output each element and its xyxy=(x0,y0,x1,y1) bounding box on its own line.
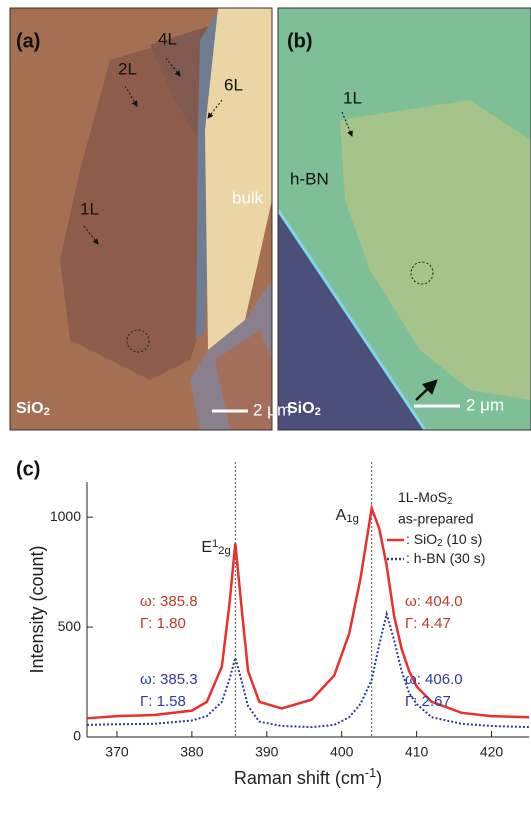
scale-bar-label: 2 μm xyxy=(253,400,291,419)
x-tick-label: 410 xyxy=(405,744,429,760)
fit-label: ω: 385.3 xyxy=(140,671,198,688)
fit-label: ω: 385.8 xyxy=(140,593,198,610)
panel-label: (a) xyxy=(16,30,40,52)
legend-label: : h-BN (30 s) xyxy=(406,550,485,566)
layer-label: 1L xyxy=(343,88,362,107)
substrate-label: SiO2 xyxy=(16,400,50,418)
text-part: 2 xyxy=(315,406,321,418)
x-tick-label: 400 xyxy=(330,744,354,760)
text-part: SiO xyxy=(287,400,315,417)
layer-label: 4L xyxy=(158,29,177,48)
fit-label: Γ: 1.58 xyxy=(140,693,186,710)
x-tick-label: 390 xyxy=(255,744,279,760)
legend-title: 1L-MoS2 xyxy=(398,489,452,507)
series-line xyxy=(86,503,530,720)
micrograph-b xyxy=(278,8,531,430)
text-part: 1g xyxy=(346,513,358,525)
text-part: Raman shift (cm xyxy=(234,768,365,788)
panel-label: (c) xyxy=(16,458,40,480)
layer-label: 6L xyxy=(224,75,243,94)
text-part: 2g xyxy=(218,545,230,557)
text-part: 1 xyxy=(212,538,218,550)
x-axis-label: Raman shift (cm-1) xyxy=(234,766,382,788)
text-part: 2 xyxy=(44,406,50,418)
y-tick-label: 1000 xyxy=(50,508,81,524)
panel-label: (b) xyxy=(287,30,313,52)
y-tick-label: 0 xyxy=(73,728,81,744)
text-part: E xyxy=(201,539,212,556)
layer-label: 1L xyxy=(80,199,99,218)
text-part: A xyxy=(336,507,347,524)
layer-label: 2L xyxy=(118,59,137,78)
peak-label: A1g xyxy=(336,507,359,525)
text-part: ) xyxy=(376,768,382,788)
substrate-label: SiO2 xyxy=(287,400,321,418)
fit-label: Γ: 2.67 xyxy=(405,693,451,710)
x-tick-label: 370 xyxy=(105,744,129,760)
layer-label: h-BN xyxy=(290,169,329,188)
text-part: (10 s) xyxy=(443,531,483,547)
peak-label: E12g xyxy=(201,538,230,558)
y-axis-label: Intensity (count) xyxy=(27,545,47,673)
fit-label: Γ: 1.80 xyxy=(140,615,186,632)
legend-label: : SiO2 (10 s) xyxy=(406,531,482,549)
micrograph-a xyxy=(10,8,272,430)
text-part: 2 xyxy=(437,538,442,549)
fit-label: ω: 406.0 xyxy=(405,671,463,688)
text-part: 1L-MoS xyxy=(398,489,447,505)
layer-label: bulk xyxy=(232,188,264,207)
legend-subtitle: as-prepared xyxy=(398,511,474,527)
text-part: : SiO xyxy=(406,531,437,547)
fit-label: Γ: 4.47 xyxy=(405,615,451,632)
text-part: -1 xyxy=(365,766,376,780)
fit-label: ω: 404.0 xyxy=(405,593,463,610)
text-part: SiO xyxy=(16,400,44,417)
text-part: 2 xyxy=(447,496,452,507)
scale-bar-label: 2 μm xyxy=(466,395,504,414)
y-tick-label: 500 xyxy=(58,618,82,634)
text-part: : h-BN (30 s) xyxy=(406,550,485,566)
x-tick-label: 380 xyxy=(180,744,204,760)
x-tick-label: 420 xyxy=(480,744,504,760)
